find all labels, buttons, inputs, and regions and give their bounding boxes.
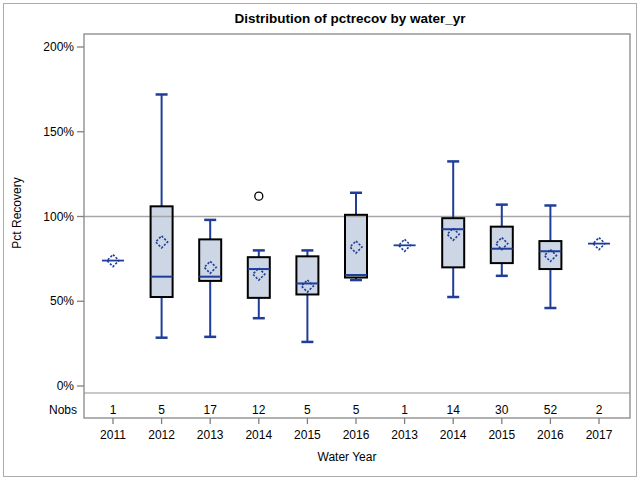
- box-fill-2016: [345, 215, 367, 278]
- box-fill-2014: [248, 257, 270, 298]
- box-fill-2016: [539, 241, 561, 269]
- nobs-value: 5: [353, 403, 360, 417]
- box-fill-2012: [151, 206, 173, 297]
- boxplot-svg: 200%150%100%50%0%20111201252013172014122…: [0, 0, 640, 480]
- nobs-header: Nobs: [38, 403, 77, 417]
- x-tick-label: 2013: [197, 428, 224, 442]
- boxplot-figure: 200%150%100%50%0%20111201252013172014122…: [0, 0, 640, 480]
- nobs-value: 12: [252, 403, 266, 417]
- box-fill-2013: [199, 239, 221, 281]
- x-tick-label: 2012: [148, 428, 175, 442]
- nobs-value: 52: [544, 403, 558, 417]
- x-tick-label: 2016: [537, 428, 564, 442]
- x-axis-title: Water Year: [74, 450, 620, 464]
- y-tick-label: 100%: [43, 210, 74, 224]
- x-tick-label: 2015: [294, 428, 321, 442]
- nobs-value: 2: [596, 403, 603, 417]
- chart-title: Distribution of pctrecov by water_yr: [80, 11, 620, 26]
- nobs-value: 5: [304, 403, 311, 417]
- y-tick-label: 150%: [43, 125, 74, 139]
- nobs-value: 5: [158, 403, 165, 417]
- y-axis-title: Pct Recovery: [10, 177, 24, 248]
- nobs-value: 17: [204, 403, 218, 417]
- outlier-marker-2014: [255, 192, 263, 200]
- box-fill-2015: [296, 256, 318, 294]
- y-tick-label: 0%: [57, 379, 75, 393]
- y-tick-label: 50%: [50, 294, 74, 308]
- x-tick-label: 2013: [391, 428, 418, 442]
- x-tick-label: 2014: [440, 428, 467, 442]
- nobs-value: 30: [495, 403, 509, 417]
- x-tick-label: 2016: [343, 428, 370, 442]
- box-fill-2015: [491, 227, 513, 263]
- nobs-value: 1: [110, 403, 117, 417]
- x-tick-label: 2011: [100, 428, 126, 442]
- x-tick-label: 2017: [586, 428, 613, 442]
- x-tick-label: 2014: [245, 428, 272, 442]
- nobs-value: 14: [447, 403, 461, 417]
- nobs-value: 1: [401, 403, 408, 417]
- x-tick-label: 2015: [488, 428, 515, 442]
- box-fill-2014: [442, 218, 464, 267]
- y-tick-label: 200%: [43, 40, 74, 54]
